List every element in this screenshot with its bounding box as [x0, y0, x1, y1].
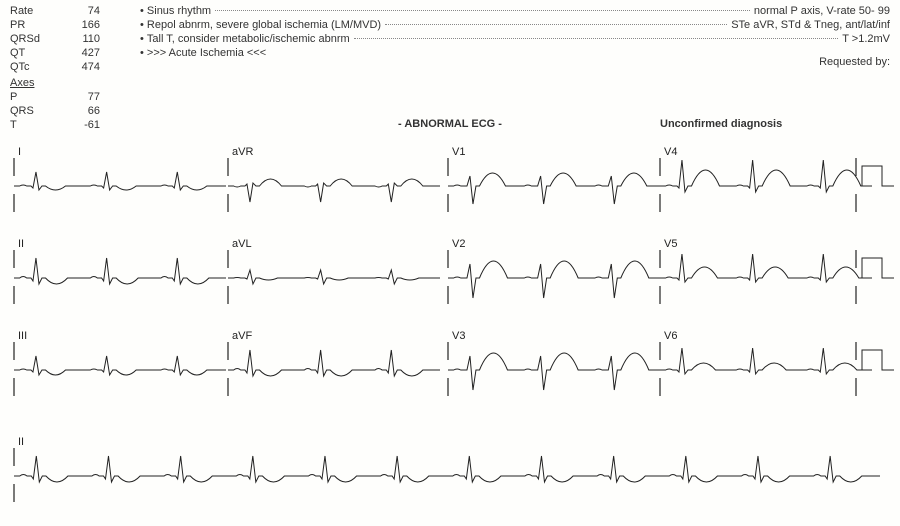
lead-label: V3 [452, 330, 465, 342]
lead-label: aVL [232, 238, 252, 250]
interpretation-row: • Sinus rhythm normal P axis, V-rate 50- … [140, 4, 890, 18]
interpretation-detail: T >1.2mV [842, 32, 890, 46]
interpretation-row: • >>> Acute Ischemia <<< [140, 46, 890, 60]
measurement-label: Rate [10, 4, 60, 18]
axes-header: Axes [10, 76, 60, 90]
measurement-value: 427 [60, 46, 100, 60]
lead-label: I [18, 146, 21, 158]
diagnosis-unconfirmed: Unconfirmed diagnosis [660, 118, 782, 130]
interpretation-row: • Tall T, consider metabolic/ischemic ab… [140, 32, 890, 46]
measurement-row: PR166 [10, 18, 140, 32]
measurement-label: QTc [10, 60, 60, 74]
axis-value: -61 [60, 118, 100, 132]
measurements-block: Rate74PR166QRSd110QT427QTc474 Axes P77QR… [10, 4, 140, 132]
lead-label: V2 [452, 238, 465, 250]
ecg-trace [228, 350, 440, 376]
ecg-trace [228, 179, 440, 202]
axis-row: T-61 [10, 118, 140, 132]
interpretations-block: • Sinus rhythm normal P axis, V-rate 50- … [140, 4, 890, 60]
axis-row: P77 [10, 90, 140, 104]
ecg-trace [448, 353, 660, 390]
interpretation-text: • Sinus rhythm [140, 4, 211, 18]
ecg-strip: III aVF V3 V6 [0, 320, 900, 410]
axis-label: QRS [10, 104, 60, 118]
dotted-leader [354, 38, 839, 39]
measurement-row: QTc474 [10, 60, 140, 74]
axis-value: 66 [60, 104, 100, 118]
measurement-value: 166 [60, 18, 100, 32]
ecg-tracing-area: IaVR V1 V4 II aVL V2 V5 III aVF V3 V6 II [0, 136, 900, 526]
ecg-trace [660, 254, 872, 282]
interpretation-text: • Tall T, consider metabolic/ischemic ab… [140, 32, 350, 46]
ecg-trace [228, 270, 440, 284]
diagnosis-center: - ABNORMAL ECG - [398, 118, 502, 130]
ecg-strip: IaVR V1 V4 [0, 136, 900, 226]
lead-label: II [18, 238, 24, 250]
dotted-leader [385, 24, 727, 25]
axis-value: 77 [60, 90, 100, 104]
interpretation-row: • Repol abnrm, severe global ischemia (L… [140, 18, 890, 32]
requested-by-label: Requested by: [819, 56, 890, 68]
ecg-trace [660, 160, 872, 192]
measurement-row: QRSd110 [10, 32, 140, 46]
dotted-leader [215, 10, 750, 11]
measurement-value: 110 [60, 32, 100, 46]
measurement-row: QT427 [10, 46, 140, 60]
ecg-trace [660, 348, 872, 374]
ecg-trace [448, 173, 660, 204]
ecg-strip: II [0, 426, 900, 516]
lead-label: V5 [664, 238, 677, 250]
interpretation-detail: normal P axis, V-rate 50- 99 [754, 4, 890, 18]
axis-row: QRS66 [10, 104, 140, 118]
measurement-label: QRSd [10, 32, 60, 46]
axis-label: P [10, 90, 60, 104]
measurement-value: 474 [60, 60, 100, 74]
interpretation-text: • Repol abnrm, severe global ischemia (L… [140, 18, 381, 32]
lead-label: aVR [232, 146, 253, 158]
ecg-trace [14, 356, 226, 375]
interpretation-text: • >>> Acute Ischemia <<< [140, 46, 266, 60]
lead-label: V6 [664, 330, 677, 342]
measurement-label: QT [10, 46, 60, 60]
lead-label: aVF [232, 330, 252, 342]
ecg-trace [448, 261, 660, 298]
lead-label: V1 [452, 146, 465, 158]
lead-label: II [18, 436, 24, 448]
interpretation-detail: STe aVR, STd & Tneg, ant/lat/inf [731, 18, 890, 32]
measurement-value: 74 [60, 4, 100, 18]
lead-label: V4 [664, 146, 677, 158]
ecg-trace [14, 258, 226, 284]
lead-label: III [18, 330, 27, 342]
axis-label: T [10, 118, 60, 132]
ecg-strip: II aVL V2 V5 [0, 228, 900, 318]
measurement-row: Rate74 [10, 4, 140, 18]
ecg-trace [14, 172, 226, 190]
measurement-label: PR [10, 18, 60, 32]
